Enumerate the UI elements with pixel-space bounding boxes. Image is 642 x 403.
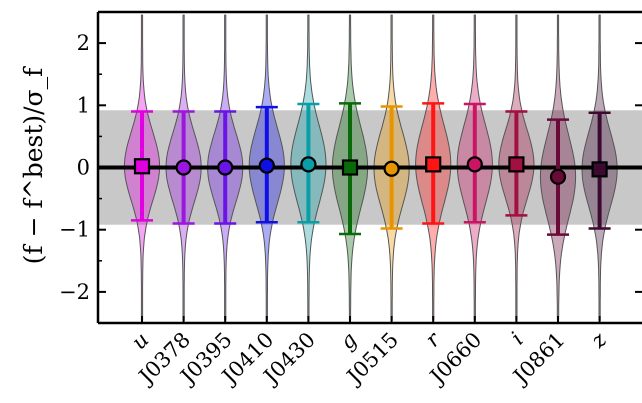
marker-J0378 (175, 159, 192, 176)
marker-J0430 (300, 156, 317, 173)
marker-g (341, 159, 359, 176)
marker-u (133, 158, 151, 175)
y-tick-label: −2 (59, 280, 90, 304)
x-tick-label-i: i (506, 328, 528, 350)
x-tick-label-g: g (335, 328, 361, 354)
y-axis-label: (f − f^best)/σ_f (19, 66, 48, 264)
marker-J0395 (217, 159, 234, 176)
marker-r (425, 156, 442, 173)
y-axis: −2 −1 0 1 2 (59, 10, 642, 324)
marker-z (591, 161, 608, 178)
marker-J0861 (549, 168, 567, 185)
y-tick-label: −1 (59, 218, 90, 242)
y-tick-label: 0 (77, 156, 90, 180)
marker-J0410 (258, 157, 275, 174)
marker-i (508, 156, 525, 173)
y-tick-label: 2 (77, 31, 90, 55)
x-tick-label-u: u (127, 328, 154, 355)
x-tick-label-r: r (421, 326, 446, 351)
marker-J0660 (466, 156, 483, 173)
y-tick-label: 1 (77, 93, 90, 117)
marker-J0515 (383, 160, 400, 177)
x-tick-label-z: z (586, 327, 612, 353)
plot-area (98, 14, 642, 321)
